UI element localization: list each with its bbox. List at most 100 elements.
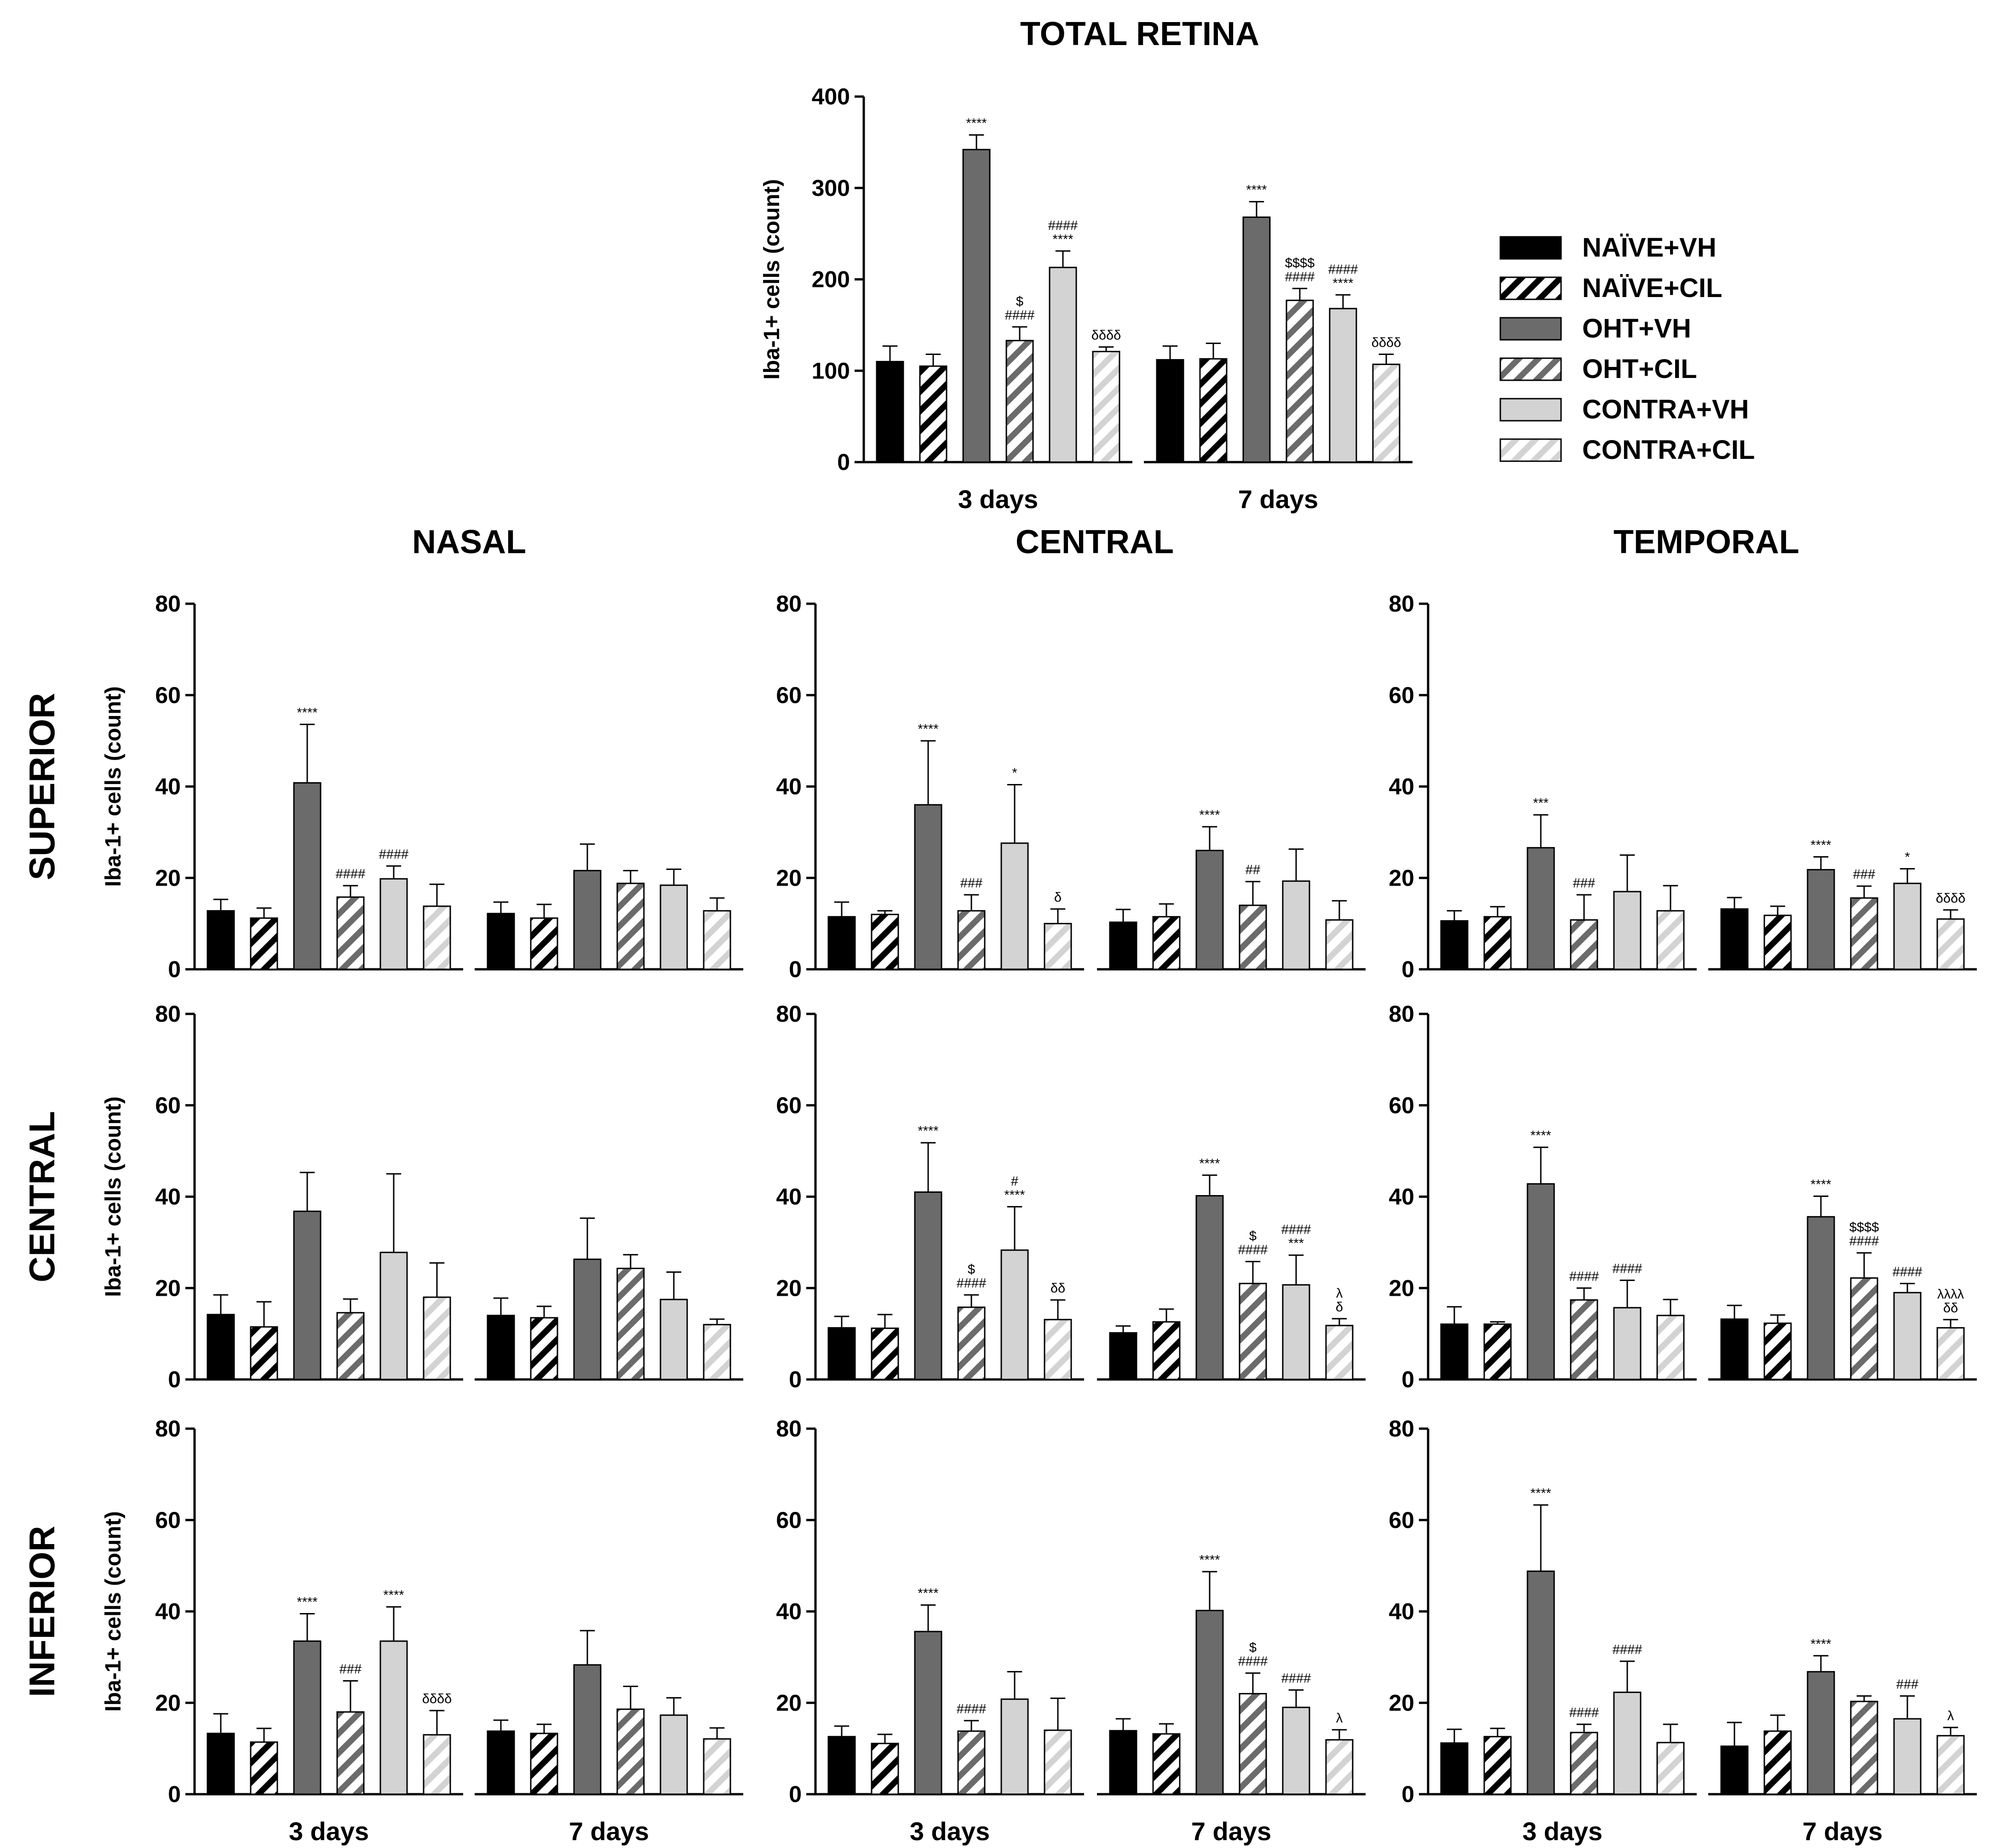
- bar-contra-cil-3-days: [1044, 923, 1072, 970]
- y-tick-label: 80: [155, 591, 181, 617]
- panel-superior-central: 0 20 40 60 80 **** ### * δ **** ##: [776, 591, 1366, 982]
- significance-label: ****: [383, 1588, 404, 1603]
- bar-na-ve-vh-7-days: [1109, 1332, 1137, 1380]
- bar-contra-cil-7-days: [1936, 918, 1965, 970]
- bar-contra-vh-7-days: [660, 1299, 688, 1380]
- significance-label: δδ: [1051, 1281, 1065, 1296]
- bar-na-ve-vh-7-days: [487, 1315, 515, 1380]
- y-tick-label: 0: [168, 1781, 181, 1807]
- significance-label: ****: [918, 1124, 938, 1139]
- significance-label: $$$$: [1849, 1220, 1879, 1235]
- significance-label: ###: [1573, 876, 1595, 891]
- bar-oht-vh-3-days: [914, 1631, 942, 1795]
- significance-label: δ: [1336, 1300, 1343, 1315]
- y-tick-label: 20: [1389, 1275, 1414, 1301]
- significance-label: ####: [1569, 1705, 1599, 1720]
- bar-oht-cil-7-days: [1850, 1277, 1878, 1380]
- bar-na-ve-vh-3-days: [1440, 1742, 1469, 1795]
- bar-na-ve-vh-3-days: [1440, 920, 1469, 970]
- bar-contra-cil-7-days: [1325, 1325, 1354, 1380]
- bar-oht-vh-7-days: [1195, 850, 1224, 970]
- bar-na-ve-cil-7-days: [1152, 916, 1181, 970]
- significance-label: ****: [1530, 1128, 1551, 1143]
- panel-central-temporal: 020406080****########****$$$$########λλλ…: [1389, 1001, 1977, 1392]
- significance-label: δδδδ: [1936, 891, 1966, 906]
- y-tick-label: 80: [776, 1416, 802, 1442]
- y-tick-label: 40: [776, 1599, 802, 1625]
- y-tick-label: 60: [776, 682, 802, 708]
- y-tick-label: 60: [155, 1507, 181, 1533]
- bar-na-ve-cil-7-days: [530, 917, 558, 970]
- bar-contra-cil-3-days: [423, 905, 451, 970]
- y-tick-label: 300: [812, 175, 850, 201]
- bar-contra-vh-3-days: [1613, 891, 1642, 970]
- significance-label: ####: [957, 1702, 987, 1716]
- significance-label: ####: [1048, 218, 1078, 233]
- legend-label-oht-cil: OHT+CIL: [1582, 354, 1697, 384]
- legend-swatch-oht-cil: [1499, 357, 1562, 381]
- significance-label: ****: [918, 722, 938, 737]
- bar-contra-cil-3-days: [1656, 1315, 1685, 1380]
- x-group-label: 3 days: [958, 485, 1038, 514]
- bar-na-ve-cil-3-days: [1483, 1736, 1512, 1795]
- legend-label-na-ve-vh: NAÏVE+VH: [1582, 233, 1716, 263]
- significance-label: ####: [1893, 1264, 1923, 1279]
- bar-na-ve-vh-3-days: [827, 916, 856, 970]
- y-tick-label: 40: [776, 774, 802, 800]
- y-tick-label: 400: [812, 84, 850, 109]
- x-group-label: 3 days: [910, 1817, 990, 1846]
- y-tick-label: 60: [776, 1507, 802, 1533]
- y-tick-label: 80: [155, 1001, 181, 1027]
- bar-na-ve-vh-7-days: [1720, 1745, 1749, 1795]
- significance-label: δδδδ: [1091, 328, 1121, 343]
- bar-contra-vh-3-days: [1000, 842, 1029, 970]
- bar-oht-vh-3-days: [962, 149, 991, 463]
- y-axis-label: Iba-1+ cells (count): [760, 179, 784, 379]
- y-tick-label: 80: [1389, 1416, 1414, 1442]
- y-tick-label: 80: [776, 1001, 802, 1027]
- bar-na-ve-cil-3-days: [871, 1743, 899, 1795]
- bar-oht-cil-7-days: [1850, 897, 1878, 970]
- y-tick-label: 40: [155, 774, 181, 800]
- y-tick-label: 40: [1389, 1184, 1414, 1210]
- significance-label: ####: [1613, 1261, 1642, 1276]
- y-tick-label: 60: [1389, 1093, 1414, 1118]
- panel-superior-nasal: 0 20 40 60 80 Iba-1+ cells (count) **** #### ###…: [101, 591, 743, 982]
- bar-contra-vh-3-days: [1000, 1698, 1029, 1795]
- bar-na-ve-vh-7-days: [1720, 908, 1749, 970]
- bar-contra-cil-3-days: [1656, 1742, 1685, 1795]
- bar-oht-vh-7-days: [1807, 1671, 1835, 1795]
- significance-label: δδδδ: [1372, 335, 1401, 350]
- bar-na-ve-cil-7-days: [530, 1733, 558, 1795]
- bar-contra-cil-7-days: [703, 1324, 731, 1380]
- significance-label: ####: [1238, 1243, 1268, 1258]
- significance-label: ****: [1199, 808, 1220, 823]
- significance-label: λ: [1336, 1711, 1343, 1726]
- y-tick-label: 40: [776, 1184, 802, 1210]
- y-axis-label: Iba-1+ cells (count): [101, 686, 126, 887]
- bar-oht-vh-3-days: [914, 1191, 942, 1380]
- bar-contra-cil-3-days: [1044, 1729, 1072, 1795]
- bar-na-ve-vh-3-days: [207, 1314, 235, 1380]
- legend-label-contra-cil: CONTRA+CIL: [1582, 435, 1755, 465]
- bar-contra-vh-7-days: [1893, 1718, 1922, 1795]
- y-tick-label: 20: [1389, 1690, 1414, 1716]
- significance-label: #: [1011, 1174, 1018, 1189]
- legend-swatch-contra-vh: [1499, 398, 1562, 422]
- bar-contra-cil-7-days: [703, 910, 731, 970]
- y-tick-label: 60: [155, 682, 181, 708]
- bar-na-ve-vh-7-days: [487, 913, 515, 970]
- y-tick-label: 60: [1389, 1507, 1414, 1533]
- significance-label: ****: [297, 1595, 317, 1609]
- significance-label: ****: [1199, 1553, 1220, 1568]
- significance-label: ****: [1052, 232, 1073, 247]
- legend: NAÏVE+VH NAÏVE+CIL OHT+VH OHT+CIL CONTRA+VH C…: [1499, 233, 1755, 465]
- bar-contra-vh-3-days: [379, 1640, 408, 1795]
- significance-label: ****: [297, 705, 317, 720]
- bar-contra-cil-3-days: [423, 1296, 451, 1380]
- bar-oht-cil-3-days: [1005, 340, 1034, 463]
- bar-na-ve-cil-7-days: [1199, 358, 1228, 463]
- y-axis-label: Iba-1+ cells (count): [101, 1511, 126, 1711]
- significance-label: ####: [1281, 1223, 1311, 1237]
- bar-na-ve-cil-7-days: [1152, 1733, 1181, 1795]
